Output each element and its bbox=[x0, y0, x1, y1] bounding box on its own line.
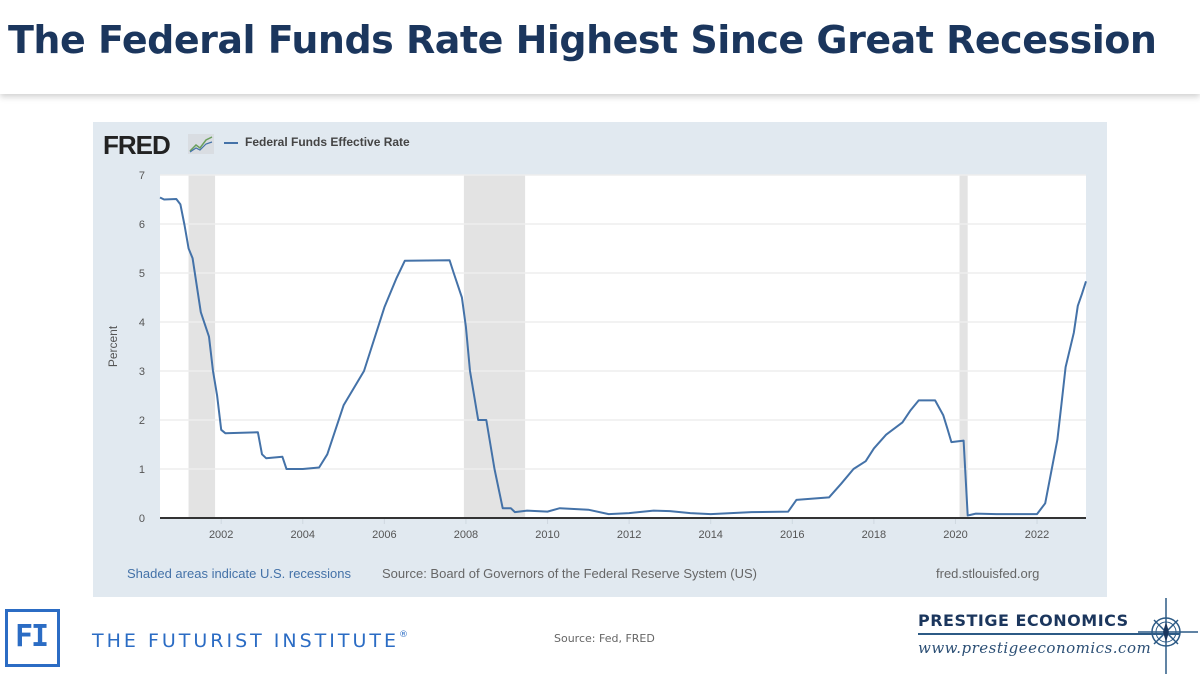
y-tick-label: 0 bbox=[139, 513, 145, 525]
futurist-institute-name: THE FUTURIST INSTITUTE® bbox=[92, 630, 408, 652]
x-tick-label: 2014 bbox=[698, 529, 722, 541]
y-tick-label: 4 bbox=[139, 317, 145, 329]
prestige-economics-name: PRESTIGE ECONOMICS bbox=[918, 611, 1129, 630]
slide-header: The Federal Funds Rate Highest Since Gre… bbox=[0, 0, 1200, 94]
plot-area bbox=[160, 175, 1086, 518]
fi-name-text: THE FUTURIST INSTITUTE bbox=[92, 630, 400, 652]
legend-label: Federal Funds Effective Rate bbox=[245, 135, 410, 149]
prestige-divider bbox=[918, 633, 1180, 635]
fred-source-note: Source: Board of Governors of the Federa… bbox=[382, 566, 757, 581]
y-tick-label: 2 bbox=[139, 415, 145, 427]
x-tick-label: 2018 bbox=[862, 529, 886, 541]
y-axis-label: Percent bbox=[106, 325, 120, 367]
recessions-note[interactable]: Shaded areas indicate U.S. recessions bbox=[127, 566, 352, 581]
prestige-economics-url[interactable]: www.prestigeeconomics.com bbox=[918, 639, 1152, 657]
fred-url[interactable]: fred.stlouisfed.org bbox=[936, 566, 1040, 581]
x-tick-label: 2016 bbox=[780, 529, 804, 541]
x-tick-label: 2022 bbox=[1025, 529, 1049, 541]
fi-initials: FI bbox=[15, 619, 49, 654]
recession-band bbox=[959, 175, 968, 518]
y-tick-label: 1 bbox=[139, 464, 145, 476]
recession-band bbox=[463, 175, 526, 518]
x-tick-label: 2012 bbox=[617, 529, 641, 541]
slide-title: The Federal Funds Rate Highest Since Gre… bbox=[8, 18, 1157, 62]
x-tick-label: 2004 bbox=[291, 529, 315, 541]
y-tick-label: 7 bbox=[139, 170, 145, 182]
y-tick-label: 6 bbox=[139, 219, 145, 231]
slide-source: Source: Fed, FRED bbox=[554, 632, 655, 645]
x-tick-label: 2002 bbox=[209, 529, 233, 541]
fred-chart-icon bbox=[188, 134, 214, 154]
registered-mark: ® bbox=[399, 630, 409, 640]
x-tick-label: 2020 bbox=[943, 529, 967, 541]
compass-icon bbox=[1138, 598, 1198, 674]
futurist-institute-logo: FI bbox=[5, 609, 60, 667]
fred-logo: FRED bbox=[103, 130, 171, 160]
y-tick-label: 3 bbox=[139, 366, 145, 378]
legend-swatch bbox=[224, 142, 238, 144]
x-tick-label: 2008 bbox=[454, 529, 478, 541]
x-tick-label: 2006 bbox=[372, 529, 396, 541]
y-tick-label: 5 bbox=[139, 268, 145, 280]
x-tick-label: 2010 bbox=[535, 529, 559, 541]
series-line-federal-funds-rate bbox=[159, 196, 1087, 517]
